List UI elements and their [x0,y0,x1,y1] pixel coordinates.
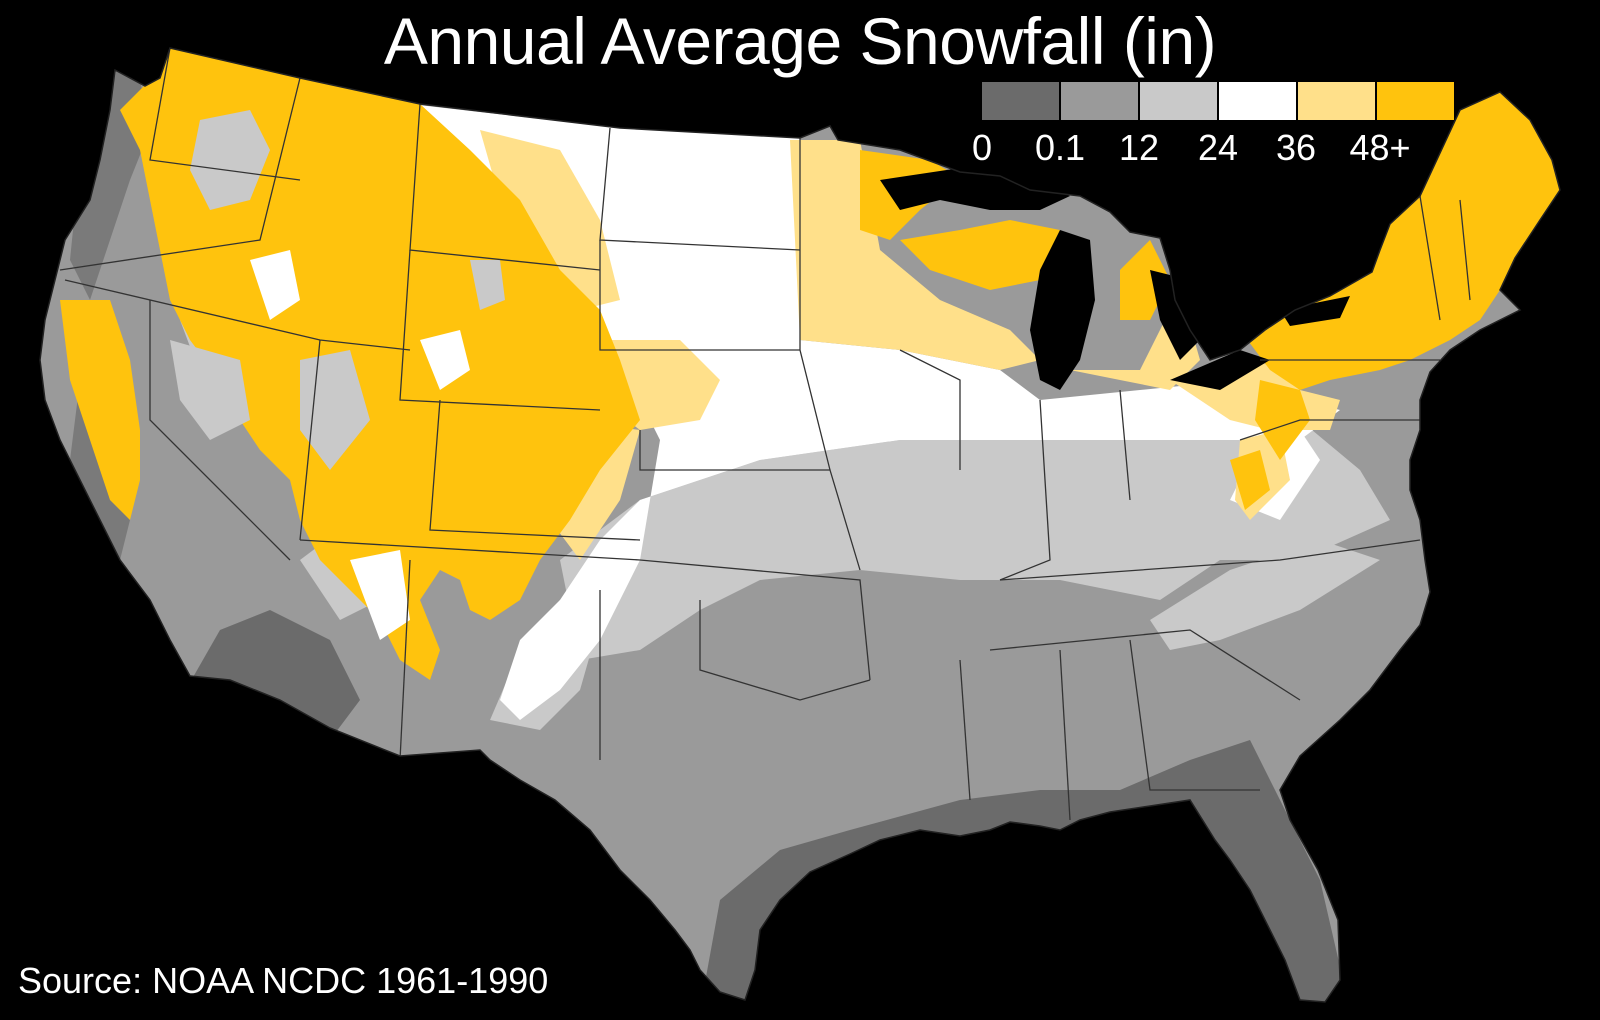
legend-tick-4: 36 [1275,127,1317,168]
state-borders [59,48,1471,821]
legend-swatches [982,82,1454,120]
zone-48-plus-upper-michigan [900,220,1060,290]
border-az-nm [399,559,411,761]
zone-48-plus-penn-ridge [1255,380,1310,460]
zone-basin-idaho [250,250,300,320]
zone-basin-wyoming [420,330,470,390]
border-tn-south [989,629,1301,701]
legend-swatch-2 [1140,82,1217,120]
legend: 0 0.1 12 24 36 48+ [972,82,1454,182]
zone-48-plus-wv [1230,450,1270,510]
legend-swatch-5 [1377,82,1454,120]
legend-swatch-3 [1219,82,1296,120]
zone-24-36-plains [410,104,1340,720]
legend-tick-0: 0 [971,127,993,168]
lake-erie [1170,350,1270,390]
legend-swatch-1 [1061,82,1138,120]
zone-basin-arizona [350,550,410,640]
zone-48-plus-northeast [1240,92,1560,390]
great-lakes [880,168,1350,390]
border-wy [399,249,601,411]
border-new-england [1419,195,1471,321]
zone-basin-utah [300,350,370,470]
zone-basin-washington [190,110,270,210]
legend-tick-2: 12 [1118,127,1160,168]
legend-tick-5: 48+ [1349,127,1411,168]
border-co [429,399,641,541]
border-sd-ne [599,240,800,351]
border-id-or [59,77,301,271]
zone-12-24-central [560,420,1390,660]
legend-swatch-4 [1298,82,1375,120]
map-title: Annual Average Snowfall (in) [383,4,1217,78]
legend-tick-3: 24 [1197,127,1239,168]
source-note: Source: NOAA NCDC 1961-1990 [18,960,549,1001]
zone-basin-nevada-north [170,340,250,440]
zone-48-plus-west [120,48,640,680]
border-il-in [999,399,1051,581]
border-pa [1239,419,1420,441]
zone-36-48-minnesota [790,140,1040,370]
lake-ontario [1280,296,1350,326]
border-az-nm-north [299,539,641,561]
legend-tick-1: 0.1 [1034,127,1086,168]
border-nv-ut [299,339,321,541]
border-ga-fl [1129,639,1260,791]
border-ms-la [959,659,971,801]
zone-36-48-montana-east [480,130,620,310]
border-ks [639,430,861,571]
border-tn-ky-va [999,539,1421,581]
zone-basin-wyoming-north [470,260,505,310]
zone-12-24-appalachia [1150,540,1380,650]
border-ok [639,559,871,681]
border-red-river [699,600,871,701]
border-mn-ia [799,138,831,471]
border-in-oh [1119,389,1131,501]
border-ca-nv [149,300,291,561]
legend-swatch-0 [982,82,1059,120]
zone-48-plus-sierra [60,300,140,520]
lake-superior [880,168,1070,210]
border-ia-il [899,349,961,470]
lake-michigan [1030,230,1095,390]
border-wa-or [149,48,301,181]
border-al-ms [1059,649,1071,821]
